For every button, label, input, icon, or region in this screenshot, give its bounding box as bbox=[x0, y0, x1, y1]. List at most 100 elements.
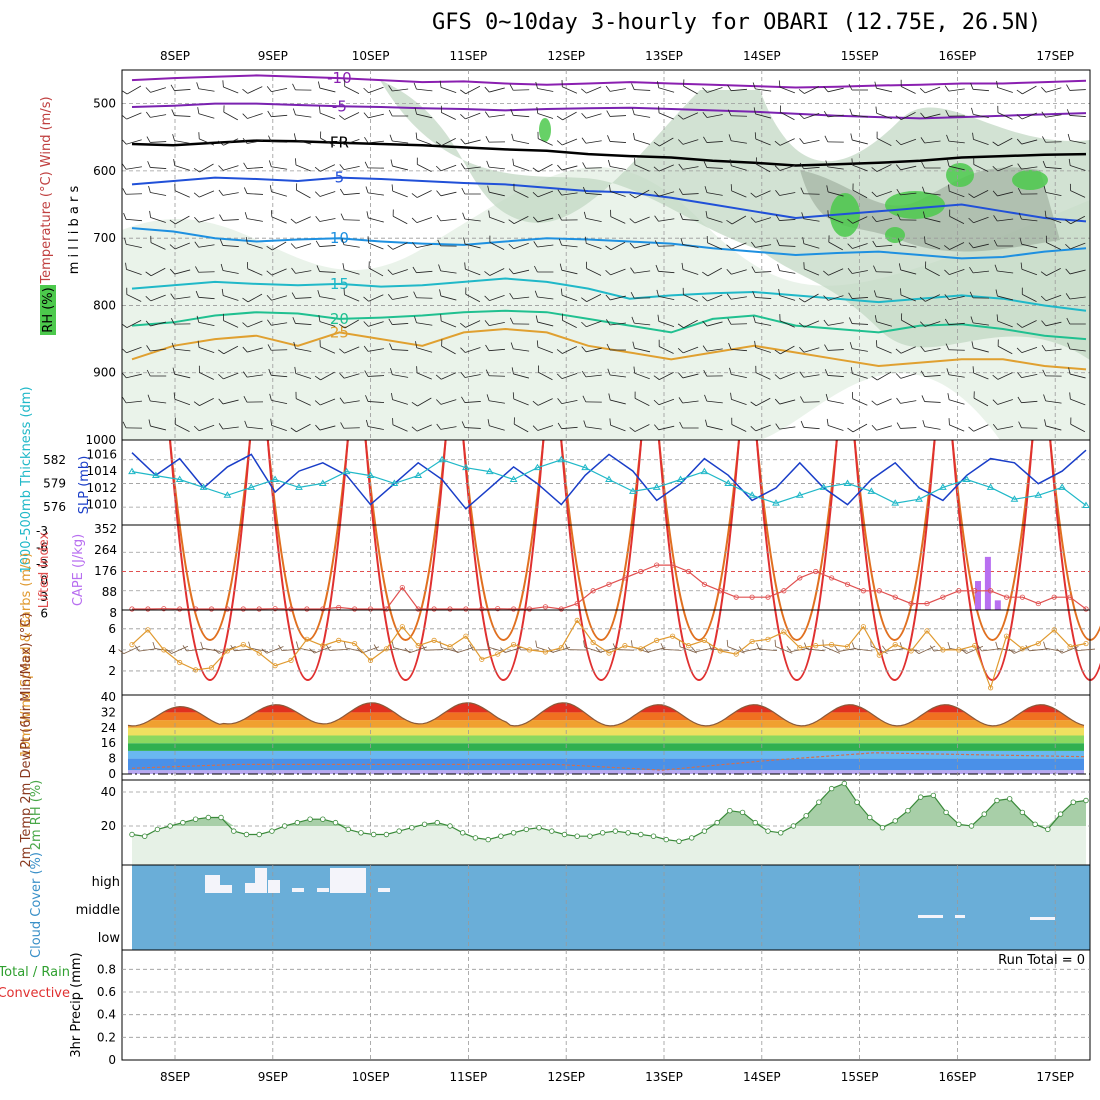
barb-feather bbox=[439, 80, 442, 88]
barb-feather bbox=[269, 185, 272, 192]
wind-barb bbox=[653, 137, 674, 147]
barb-feather bbox=[198, 132, 200, 139]
barb-feather bbox=[682, 287, 684, 295]
barb-shaft bbox=[973, 164, 989, 172]
barb-shaft bbox=[755, 138, 771, 146]
barb-shaft bbox=[198, 271, 215, 273]
barb-feather bbox=[463, 237, 466, 245]
t2m-tick: 0 bbox=[108, 767, 116, 781]
barb-shaft bbox=[1069, 140, 1086, 144]
thickness-point bbox=[700, 467, 709, 475]
cloud-block bbox=[255, 868, 267, 893]
li-tick: -6 bbox=[36, 541, 48, 555]
wind-barb bbox=[315, 215, 336, 222]
barb-feather bbox=[193, 167, 200, 173]
barb-feather bbox=[824, 369, 829, 376]
barb-shaft bbox=[1076, 648, 1096, 652]
wind-barb bbox=[924, 236, 941, 250]
barb-feather bbox=[296, 183, 298, 191]
cloud-level-label: middle bbox=[76, 903, 120, 918]
wind-speed-point bbox=[495, 651, 501, 657]
barb-feather bbox=[1044, 210, 1047, 218]
barb-feather bbox=[997, 339, 999, 347]
barb-feather bbox=[266, 294, 272, 301]
slp-tick: 1010 bbox=[86, 498, 117, 512]
wind-barb bbox=[1043, 394, 1062, 404]
wind-speed-point bbox=[463, 633, 469, 639]
wind-barb bbox=[849, 108, 868, 118]
wind-barb bbox=[871, 216, 893, 223]
li-point bbox=[685, 568, 692, 575]
barb-shaft bbox=[416, 322, 433, 326]
barb-shaft bbox=[368, 294, 384, 302]
wind-barb bbox=[315, 240, 336, 247]
warm-contour bbox=[1049, 439, 1100, 681]
wind-speed-point bbox=[669, 633, 676, 639]
barb-feather bbox=[435, 374, 442, 380]
li-point bbox=[749, 594, 755, 600]
cloud-block bbox=[918, 915, 943, 918]
barb-feather bbox=[230, 644, 235, 652]
barb-shaft bbox=[488, 375, 506, 377]
wind-barb bbox=[387, 293, 409, 300]
wind-speed-point bbox=[336, 637, 342, 643]
barb-shaft bbox=[1045, 647, 1064, 652]
cape-tick: 88 bbox=[102, 585, 117, 599]
barb-feather bbox=[314, 166, 321, 172]
cloud-label: Cloud Cover (%) bbox=[29, 852, 44, 958]
barb-feather bbox=[366, 211, 369, 219]
barb-shaft bbox=[392, 165, 409, 171]
rh-point bbox=[727, 808, 733, 814]
wind-barb bbox=[484, 320, 505, 327]
wind-barb bbox=[581, 137, 602, 144]
wind-barb bbox=[147, 161, 167, 169]
wind-barb bbox=[290, 216, 311, 224]
wind-speed-point bbox=[447, 644, 453, 650]
wind-barb bbox=[440, 105, 456, 120]
wind-barb bbox=[582, 162, 602, 169]
barb-shaft bbox=[266, 646, 284, 654]
barb-feather bbox=[973, 391, 975, 399]
wind10m-barb bbox=[977, 645, 1000, 652]
wind-barb bbox=[968, 216, 989, 224]
li-point bbox=[526, 606, 533, 612]
barb-shaft bbox=[514, 423, 529, 433]
wind-barb bbox=[464, 262, 481, 276]
barb-shaft bbox=[876, 87, 893, 93]
barb-shaft bbox=[806, 648, 825, 652]
barb-shaft bbox=[900, 294, 916, 302]
barb-shaft bbox=[948, 322, 965, 326]
barb-shaft bbox=[647, 647, 666, 653]
wind-speed-point bbox=[638, 646, 644, 652]
warm-contour bbox=[853, 439, 936, 681]
wind-speed-point bbox=[208, 665, 215, 671]
barb-shaft bbox=[609, 141, 627, 143]
wind-barb bbox=[826, 185, 844, 197]
barb-shaft bbox=[755, 397, 771, 407]
barb-feather bbox=[200, 641, 204, 649]
barb-feather bbox=[871, 167, 878, 172]
barb-feather bbox=[632, 108, 635, 115]
wind-barb bbox=[145, 267, 166, 277]
barb-shaft bbox=[465, 347, 481, 353]
wind-barb bbox=[557, 398, 578, 405]
barb-shaft bbox=[827, 87, 844, 93]
date-label-bottom: 16SEP bbox=[939, 1070, 977, 1084]
wind-barb bbox=[534, 290, 554, 300]
li-point bbox=[1067, 594, 1073, 600]
li-point bbox=[542, 604, 549, 610]
wind10m-barb bbox=[678, 640, 698, 654]
barb-shaft bbox=[319, 321, 336, 327]
barb-shaft bbox=[1021, 112, 1037, 120]
wind-barb bbox=[633, 132, 650, 145]
wind-barb bbox=[194, 216, 215, 223]
barb-feather bbox=[484, 111, 490, 118]
wind-tick: 2 bbox=[108, 664, 116, 678]
li-point bbox=[177, 606, 183, 612]
barb-feather bbox=[560, 288, 563, 296]
wind-barb bbox=[799, 371, 820, 378]
wind-barb bbox=[874, 81, 893, 93]
barb-feather bbox=[219, 239, 224, 246]
barb-shaft bbox=[1045, 191, 1062, 197]
rh-point bbox=[905, 808, 911, 814]
